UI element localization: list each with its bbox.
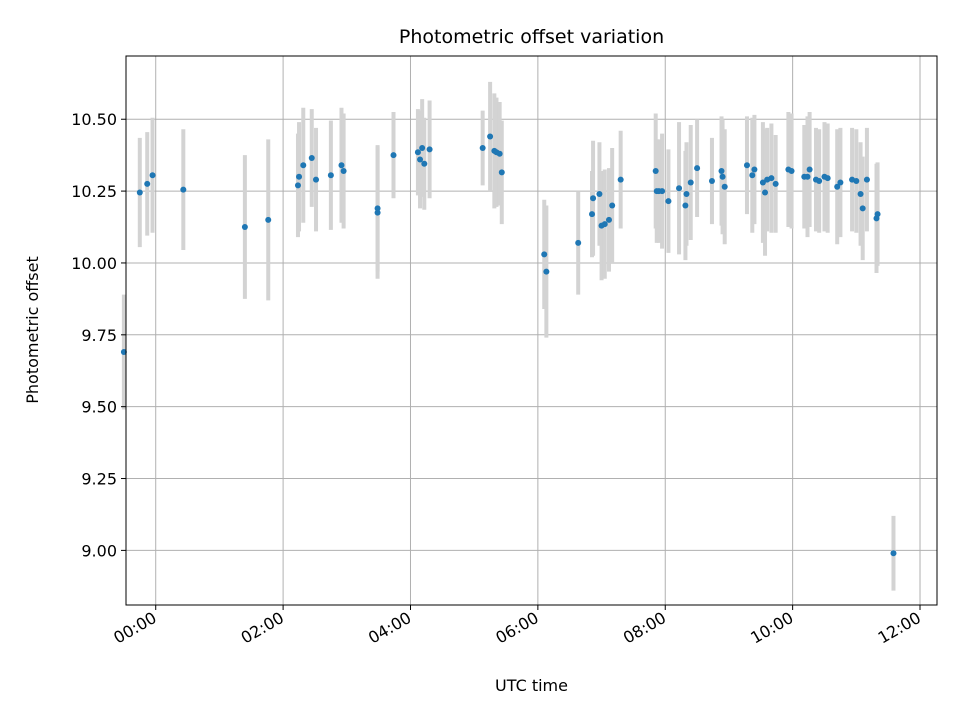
- data-point: [874, 211, 881, 218]
- data-point: [541, 251, 548, 258]
- y-tick-label: 9.50: [81, 398, 117, 417]
- data-point: [601, 221, 608, 228]
- data-point: [575, 239, 582, 246]
- data-point: [857, 190, 864, 197]
- data-point: [241, 224, 248, 231]
- data-point: [149, 172, 156, 179]
- data-point: [426, 146, 433, 153]
- data-point: [772, 180, 779, 187]
- y-tick-label: 9.75: [81, 326, 117, 345]
- data-point: [694, 165, 701, 172]
- data-point: [414, 149, 421, 156]
- plot-frame: [125, 55, 938, 606]
- data-point: [804, 173, 811, 180]
- y-tick-label: 10.50: [71, 110, 117, 129]
- data-point: [300, 162, 307, 169]
- y-axis: 9.00 9.25 9.50 9.75 10.00 10.25 10.50: [71, 110, 126, 560]
- data-point: [543, 268, 550, 275]
- data-point: [390, 152, 397, 159]
- data-point: [498, 169, 505, 176]
- data-point: [144, 180, 151, 187]
- y-tick-label: 10.25: [71, 182, 117, 201]
- y-tick-label: 9.25: [81, 470, 117, 489]
- data-point: [816, 178, 823, 185]
- data-point: [609, 202, 616, 209]
- data-point: [120, 349, 127, 356]
- data-point: [834, 183, 841, 190]
- x-axis-label: UTC time: [495, 676, 568, 695]
- data-point: [419, 144, 426, 151]
- data-point: [762, 189, 769, 196]
- data-point: [496, 150, 503, 157]
- data-point: [837, 179, 844, 186]
- data-point: [749, 172, 756, 179]
- data-point: [806, 166, 813, 173]
- data-point: [687, 179, 694, 186]
- data-point: [596, 190, 603, 197]
- data-point: [294, 182, 301, 189]
- data-point: [313, 176, 320, 183]
- data-point: [743, 162, 750, 169]
- data-point: [421, 160, 428, 167]
- data-point: [863, 176, 870, 183]
- data-point: [617, 176, 624, 183]
- data-point: [659, 188, 666, 195]
- data-point: [296, 173, 303, 180]
- y-axis-label: Photometric offset: [23, 256, 42, 404]
- data-point: [338, 162, 345, 169]
- data-point: [768, 175, 775, 182]
- data-point: [718, 167, 725, 174]
- data-point: [487, 133, 494, 140]
- data-point: [721, 183, 728, 190]
- data-points: [120, 133, 897, 557]
- data-point: [308, 155, 315, 162]
- data-point: [589, 211, 596, 218]
- chart-title: Photometric offset variation: [399, 26, 664, 48]
- data-point: [665, 198, 672, 205]
- data-point: [136, 189, 143, 196]
- grid: [126, 56, 937, 605]
- data-point: [652, 167, 659, 174]
- data-point: [708, 178, 715, 185]
- data-point: [788, 167, 795, 174]
- data-point: [890, 550, 897, 557]
- data-point: [265, 216, 272, 223]
- data-point: [327, 172, 334, 179]
- data-point: [719, 173, 726, 180]
- data-point: [751, 166, 758, 173]
- y-tick-label: 9.00: [81, 541, 117, 560]
- data-point: [374, 205, 381, 212]
- data-point: [479, 144, 486, 151]
- data-point: [374, 209, 381, 216]
- data-point: [759, 179, 766, 186]
- data-point: [605, 216, 612, 223]
- data-point: [590, 195, 597, 202]
- data-point: [417, 156, 424, 163]
- y-tick-label: 10.00: [71, 254, 117, 273]
- data-point: [676, 185, 683, 192]
- data-point: [682, 202, 689, 209]
- data-point: [180, 186, 187, 193]
- data-point: [683, 190, 690, 197]
- data-point: [824, 175, 831, 182]
- data-point: [853, 178, 860, 185]
- data-point: [859, 205, 866, 212]
- data-point: [340, 167, 347, 174]
